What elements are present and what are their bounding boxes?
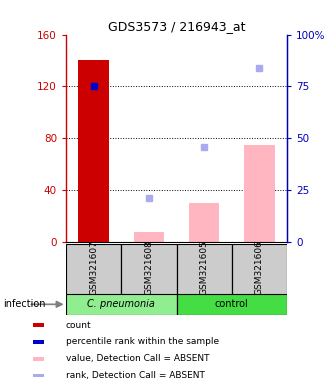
Bar [33, 357, 44, 361]
Bar [33, 340, 44, 344]
Bar [189, 203, 219, 242]
Bar [134, 232, 164, 242]
Bar [232, 244, 287, 294]
Text: infection: infection [3, 299, 46, 310]
Text: GSM321606: GSM321606 [255, 240, 264, 295]
Bar [33, 374, 44, 377]
Text: GSM321607: GSM321607 [89, 240, 98, 295]
Text: value, Detection Call = ABSENT: value, Detection Call = ABSENT [66, 354, 210, 363]
Bar [66, 294, 177, 315]
Bar [121, 244, 177, 294]
Bar [244, 145, 275, 242]
Text: count: count [66, 321, 92, 330]
Text: control: control [215, 299, 249, 310]
Text: GDS3573 / 216943_at: GDS3573 / 216943_at [108, 20, 245, 33]
Bar [66, 244, 121, 294]
Text: C. pneumonia: C. pneumonia [87, 299, 155, 310]
Bar [177, 244, 232, 294]
Bar [33, 323, 44, 327]
Text: GSM321605: GSM321605 [200, 240, 209, 295]
Text: GSM321608: GSM321608 [145, 240, 153, 295]
Text: rank, Detection Call = ABSENT: rank, Detection Call = ABSENT [66, 371, 205, 380]
Bar [79, 61, 109, 242]
Text: percentile rank within the sample: percentile rank within the sample [66, 338, 219, 346]
Bar [177, 294, 287, 315]
